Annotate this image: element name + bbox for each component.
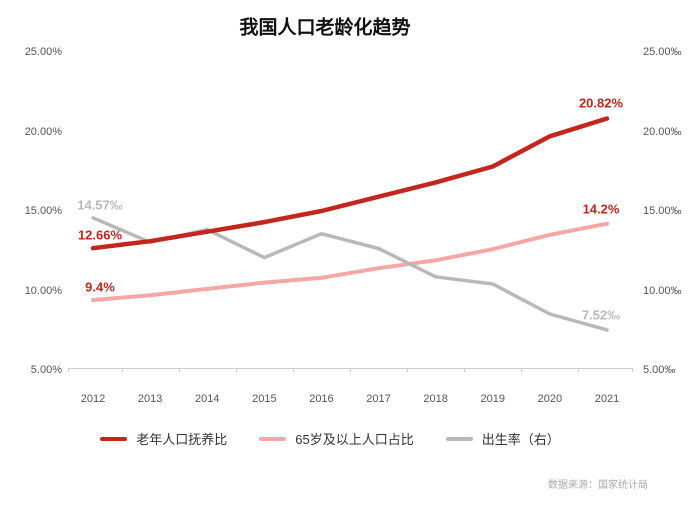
series-start-label: 12.66% — [77, 227, 123, 243]
x-axis-tick-mark — [407, 368, 409, 372]
series-end-label: 7.52‰ — [581, 307, 621, 323]
legend-marker-icon — [100, 436, 128, 441]
legend-marker-icon — [445, 436, 473, 441]
x-axis-tick-label: 2020 — [537, 393, 563, 405]
legend-label: 老年人口抚养比 — [136, 432, 228, 447]
x-axis-tick-mark — [521, 368, 523, 372]
series-start-label: 9.4% — [85, 279, 115, 295]
legend-marker-icon — [259, 436, 287, 441]
y-axis-left-tick: 15.00% — [24, 205, 62, 217]
series-end-label: 20.82% — [578, 95, 624, 111]
source-note: 数据来源：国家统计局 — [548, 480, 648, 491]
x-axis-tick-label: 2016 — [309, 393, 334, 405]
x-axis-tick-label: 2012 — [80, 393, 106, 405]
x-axis-tick-mark — [178, 368, 180, 372]
x-axis-tick-mark — [292, 368, 294, 372]
y-axis-left-tick: 25.00% — [24, 46, 62, 58]
x-axis-tick-label: 2021 — [594, 393, 620, 405]
x-axis-tick-mark — [578, 368, 580, 372]
x-axis-tick-label: 2014 — [194, 393, 220, 405]
x-axis-tick-mark — [235, 368, 237, 372]
series-start-label: 14.57‰ — [77, 197, 123, 213]
series-end-label: 14.2% — [582, 201, 620, 217]
legend: 老年人口抚养比 65岁及以上人口占比 出生率（右） — [0, 429, 660, 448]
chart-title: 我国人口老龄化趋势 — [239, 17, 411, 39]
y-axis-left-tick: 5.00% — [30, 364, 62, 376]
x-axis-tick-mark — [121, 368, 123, 372]
legend-label: 65岁及以上人口占比 — [295, 432, 414, 447]
x-axis-tick-mark — [350, 368, 351, 372]
x-axis-tick-mark — [464, 368, 466, 372]
x-axis-tick-label: 2019 — [480, 393, 506, 405]
y-axis-left-tick: 20.00% — [24, 125, 62, 138]
x-axis-tick-mark — [632, 368, 633, 372]
legend-item-2[interactable]: 出生率（右） — [445, 429, 560, 448]
y-axis-right-tick: 5.00‰ — [643, 364, 676, 376]
x-axis-tick-mark — [68, 368, 69, 372]
y-axis-right-tick: 10.00‰ — [643, 284, 682, 297]
legend-label: 出生率（右） — [481, 432, 560, 447]
y-axis-right-tick: 25.00‰ — [643, 46, 682, 58]
y-axis-left-tick: 10.00% — [24, 284, 62, 297]
series-line-0 — [90, 116, 610, 251]
y-axis-right-tick: 20.00‰ — [643, 125, 682, 138]
legend-item-0[interactable]: 老年人口抚养比 — [100, 429, 227, 448]
series-line-1 — [91, 221, 609, 302]
x-axis-tick-label: 2018 — [423, 393, 448, 405]
x-axis-tick-label: 2013 — [137, 393, 163, 405]
legend-item-1[interactable]: 65岁及以上人口占比 — [259, 429, 414, 448]
x-axis-tick-label: 2017 — [366, 393, 391, 405]
y-axis-right-tick: 15.00‰ — [643, 205, 682, 217]
x-axis-tick-label: 2015 — [252, 393, 277, 405]
